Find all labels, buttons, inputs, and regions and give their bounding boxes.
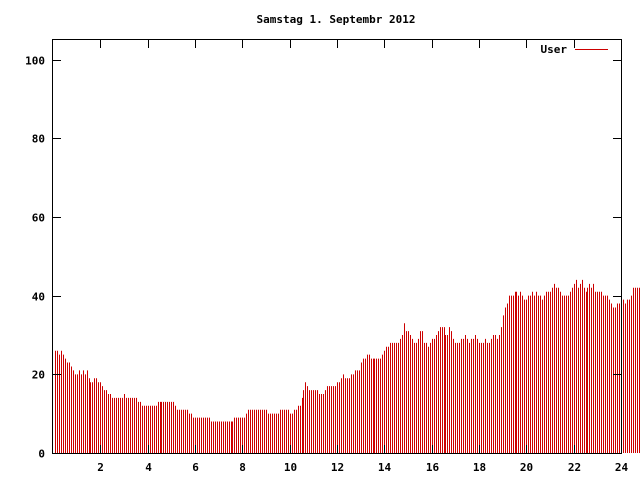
chart-title: Samstag 1. Septembr 2012 <box>257 13 416 26</box>
x-tick-label: 10 <box>284 461 297 474</box>
x-tick-label: 16 <box>426 461 440 474</box>
y-tick-label: 0 <box>38 448 45 461</box>
y-tick-label: 100 <box>25 55 45 68</box>
x-tick-label: 22 <box>568 461 581 474</box>
x-axis: 2 4 6 8 10 12 14 16 18 20 22 24 <box>97 40 628 474</box>
x-tick-label: 14 <box>378 461 392 474</box>
x-tick-label: 2 <box>97 461 104 474</box>
x-tick-label: 24 <box>615 461 629 474</box>
y-axis: 0 20 40 60 80 100 <box>25 55 621 461</box>
y-tick-label: 40 <box>32 291 45 304</box>
bars-layer <box>55 279 640 453</box>
x-tick-label: 12 <box>331 461 344 474</box>
x-tick-label: 8 <box>239 461 246 474</box>
y-tick-label: 60 <box>32 212 45 225</box>
legend-label: User <box>541 43 568 56</box>
legend: User <box>541 43 608 56</box>
x-tick-label: 4 <box>145 461 152 474</box>
x-tick-label: 20 <box>520 461 533 474</box>
y-tick-label: 20 <box>32 369 45 382</box>
x-tick-label: 6 <box>192 461 199 474</box>
y-tick-label: 80 <box>32 133 45 146</box>
x-tick-label: 18 <box>473 461 486 474</box>
plot-frame <box>52 39 622 454</box>
